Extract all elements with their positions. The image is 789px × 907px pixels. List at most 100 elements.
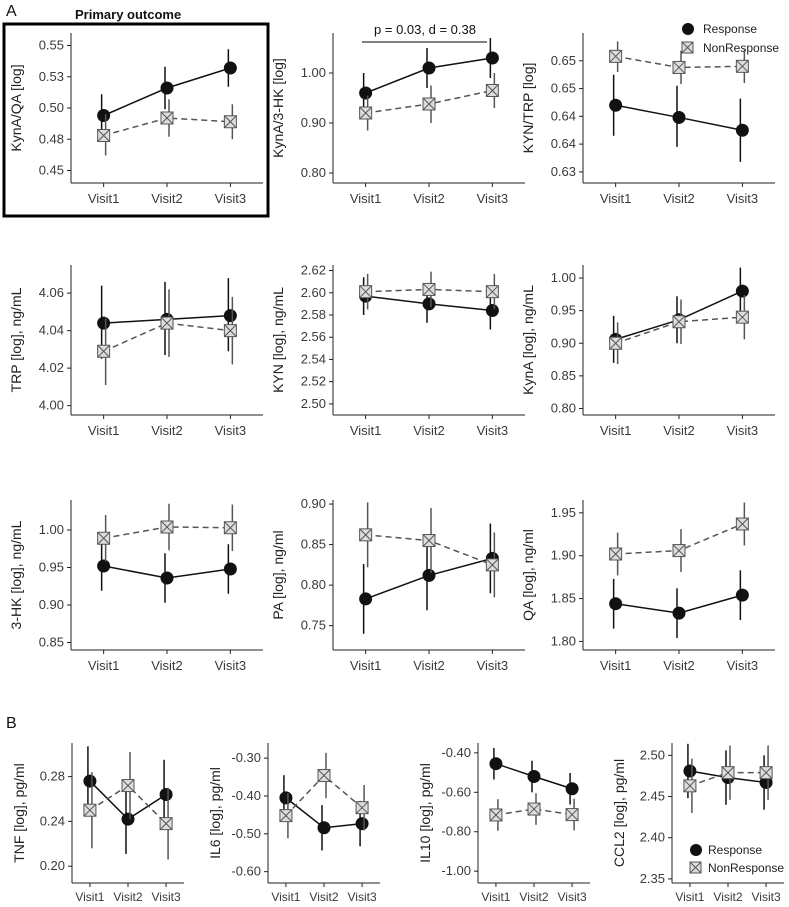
data-point-nonresponse-cross xyxy=(160,520,174,534)
x-tick-label: Visit1 xyxy=(88,191,120,206)
x-tick-label: Visit3 xyxy=(558,890,587,904)
data-point-response xyxy=(735,284,749,298)
y-tick-label: 0.90 xyxy=(39,597,64,612)
y-tick-label: 1.95 xyxy=(551,505,576,520)
data-point-response xyxy=(759,776,773,790)
data-point-nonresponse-cross xyxy=(97,344,110,358)
data-point-nonresponse-cross xyxy=(736,517,749,531)
y-axis-label: KynA/3-HK [log] xyxy=(270,58,286,158)
y-tick-label: 4.00 xyxy=(39,398,64,413)
y-tick-label: 0.85 xyxy=(551,368,576,383)
y-axis-label: KYN [log], ng/mL xyxy=(270,287,286,393)
data-point-response xyxy=(672,606,686,620)
data-point-nonresponse-cross xyxy=(83,803,97,817)
y-tick-label: 0.95 xyxy=(39,560,64,575)
x-tick-label: Visit3 xyxy=(727,658,759,673)
data-point-nonresponse-cross xyxy=(736,310,749,324)
data-point-nonresponse-cross xyxy=(486,285,499,299)
data-point-nonresponse-cross xyxy=(422,534,436,547)
section-label-a: A xyxy=(6,3,17,20)
y-tick-label: 2.56 xyxy=(301,329,326,344)
y-tick-label: -0.50 xyxy=(231,826,261,841)
data-point-nonresponse-cross xyxy=(721,766,735,780)
x-tick-label: Visit3 xyxy=(477,423,509,438)
data-point-nonresponse-cross xyxy=(224,521,237,535)
chart-kynaqa: 0.45 0.48 0.50 0.53 0.55 Visit1 Visit2 Visit3 Ky… xyxy=(8,33,263,206)
x-tick-label: Visit3 xyxy=(727,191,759,206)
y-tick-label: 0.80 xyxy=(301,165,326,180)
data-point-response xyxy=(97,316,111,330)
chart-kyna3hk: 0.80 0.90 1.00 Visit1 Visit2 Visit3 KynA/3-HK … xyxy=(270,33,525,206)
series-line-nonresponse xyxy=(103,322,231,352)
data-point-nonresponse-cross xyxy=(317,769,331,782)
data-point-nonresponse-cross xyxy=(609,336,622,350)
legend-response-marker xyxy=(682,23,694,35)
x-tick-label: Visit2 xyxy=(663,658,695,673)
chart-ccl2: 2.35 2.40 2.45 2.50 Visit1 Visit2 Visit3 CCL2 [… xyxy=(611,743,784,904)
y-tick-label: 1.80 xyxy=(551,633,576,648)
x-tick-label: Visit2 xyxy=(519,890,548,904)
data-point-nonresponse-cross xyxy=(97,531,110,545)
x-tick-label: Visit3 xyxy=(152,890,181,904)
data-point-response xyxy=(359,592,373,606)
data-point-nonresponse-cross xyxy=(160,111,174,125)
legend-b-response-marker xyxy=(690,844,702,856)
y-tick-label: 2.54 xyxy=(301,351,326,366)
y-axis-label: KynA/QA [log] xyxy=(8,64,24,151)
y-tick-label: 2.58 xyxy=(301,307,326,322)
y-tick-label: 2.35 xyxy=(640,871,665,886)
data-point-response xyxy=(160,81,174,95)
y-tick-label: 0.45 xyxy=(39,163,64,178)
chart-3hk: 0.85 0.90 0.95 1.00 Visit1 Visit2 Visit3 3-HK [… xyxy=(8,500,263,673)
data-point-response xyxy=(672,110,686,124)
y-tick-label: 2.62 xyxy=(301,263,326,278)
legend-b-response-label: Response xyxy=(708,843,762,857)
y-tick-label: 0.65 xyxy=(551,81,576,96)
y-tick-label: 0.85 xyxy=(301,537,326,552)
x-tick-label: Visit1 xyxy=(350,423,382,438)
data-point-nonresponse-cross xyxy=(486,84,499,97)
y-tick-label: 0.90 xyxy=(551,335,576,350)
chart-kyn: 2.50 2.52 2.54 2.56 2.58 2.60 2.62 Visit1 Visit2… xyxy=(270,263,525,438)
data-point-nonresponse-cross xyxy=(355,801,369,815)
data-point-response xyxy=(359,86,373,100)
x-tick-label: Visit3 xyxy=(477,191,509,206)
x-tick-label: Visit1 xyxy=(600,423,632,438)
legend-bottom: Response NonResponse xyxy=(689,843,784,875)
y-tick-label: 2.40 xyxy=(640,830,665,845)
x-tick-label: Visit3 xyxy=(727,423,759,438)
y-tick-label: 2.45 xyxy=(640,789,665,804)
data-point-response xyxy=(489,757,503,771)
data-point-nonresponse-cross xyxy=(736,59,749,73)
y-tick-label: 2.52 xyxy=(301,374,326,389)
y-tick-label: -0.40 xyxy=(231,788,261,803)
x-tick-label: Visit1 xyxy=(481,890,510,904)
data-point-nonresponse-cross xyxy=(609,49,622,63)
y-tick-label: 0.55 xyxy=(39,38,64,53)
y-tick-label: 1.85 xyxy=(551,591,576,606)
y-axis-label: TNF [log], pg/ml xyxy=(11,763,27,863)
x-tick-label: Visit3 xyxy=(348,890,377,904)
y-tick-label: 1.00 xyxy=(39,522,64,537)
data-point-response xyxy=(422,61,436,75)
legend-b-nonresponse-cross-b xyxy=(689,861,702,874)
legend-top: Response NonResponse xyxy=(681,22,779,55)
data-point-response xyxy=(609,597,623,611)
y-tick-label: 1.00 xyxy=(551,270,576,285)
data-point-response xyxy=(683,764,697,778)
y-tick-label: 0.53 xyxy=(39,69,64,84)
chart-qa: 1.80 1.85 1.90 1.95 Visit1 Visit2 Visit3 QA [lo… xyxy=(520,500,775,673)
x-tick-label: Visit2 xyxy=(663,191,695,206)
y-axis-label: TRP [log], ng/mL xyxy=(8,287,24,392)
data-point-nonresponse-cross xyxy=(422,283,436,296)
data-point-response xyxy=(97,109,111,122)
data-point-response xyxy=(159,788,173,802)
data-point-nonresponse-cross xyxy=(565,808,579,821)
y-tick-label: 4.02 xyxy=(39,360,64,375)
x-tick-label: Visit2 xyxy=(151,658,183,673)
y-tick-label: 0.75 xyxy=(301,618,326,633)
y-tick-label: 2.60 xyxy=(301,285,326,300)
data-point-nonresponse-cross xyxy=(359,528,372,542)
y-axis-label: QA [log], ng/ml xyxy=(520,529,536,621)
